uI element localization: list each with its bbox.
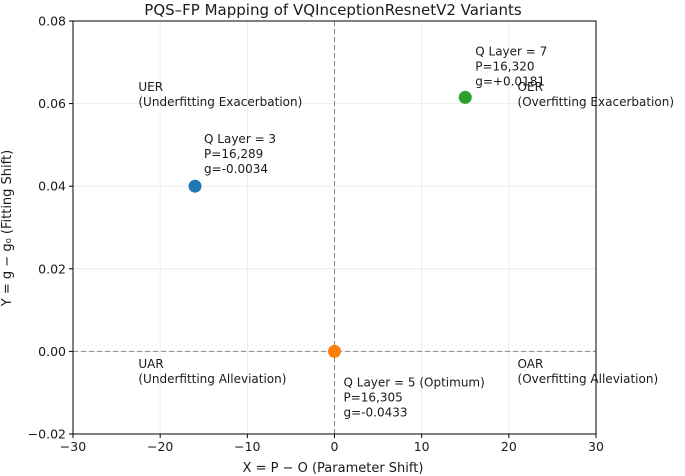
point-annotation: P=16,320 [475,59,534,73]
quadrant-label: UER [138,80,163,94]
reference-lines [73,21,596,434]
point-annotation: Q Layer = 7 [475,44,547,58]
x-axis-ticks: −30 −20 −10 0 10 20 30 [60,434,604,454]
data-points [188,90,472,358]
point-annotation: g=-0.0034 [204,162,268,176]
point-annotation: g=-0.0433 [344,405,408,419]
data-point [328,344,341,358]
quadrant-label: OER [518,80,543,94]
y-axis-ticks: −0.02 0.00 0.02 0.04 0.06 0.08 [28,14,73,442]
point-annotation: P=16,305 [344,390,403,404]
y-axis-label: Y = g − g₀ (Fitting Shift) [0,150,15,307]
point-annotation: g=+0.0181 [475,74,545,88]
y-tick-label: 0.06 [38,96,66,111]
quadrant-label: UAR [138,357,163,371]
data-point [458,90,472,104]
quadrant-label: OAR [518,357,544,371]
y-tick-label: 0.08 [38,14,66,29]
quadrant-label: (Overfitting Alleviation) [518,372,659,386]
x-tick-label: −10 [234,439,260,454]
data-point [188,179,202,193]
y-tick-label: 0.02 [38,261,66,276]
quadrant-label: (Underfitting Exacerbation) [138,95,302,109]
point-annotation: Q Layer = 3 [204,132,276,146]
point-annotation: Q Layer = 5 (Optimum) [344,375,485,389]
x-tick-label: 10 [414,439,430,454]
y-tick-label: 0.04 [38,179,66,194]
chart-title: PQS–FP Mapping of VQInceptionResnetV2 Va… [144,1,522,19]
x-tick-label: −20 [147,439,173,454]
x-tick-label: −30 [60,439,86,454]
x-tick-label: 0 [331,439,339,454]
x-tick-label: 20 [501,439,517,454]
y-tick-label: 0.00 [38,344,66,359]
x-tick-label: 30 [588,439,604,454]
point-annotation: P=16,289 [204,147,263,161]
x-axis-label: X = P − O (Parameter Shift) [243,461,424,476]
quadrant-label: (Underfitting Alleviation) [138,372,286,386]
quadrant-labels: UER(Underfitting Exacerbation) OER (Overfi… [138,80,674,386]
y-tick-label: −0.02 [28,427,66,442]
